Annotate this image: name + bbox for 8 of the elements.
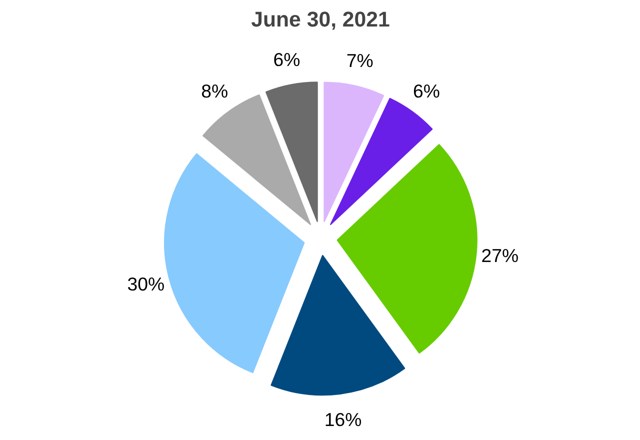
data-label: 6% xyxy=(412,80,440,102)
data-label: 6% xyxy=(273,49,300,70)
data-label: 16% xyxy=(324,408,362,430)
data-label: 8% xyxy=(201,80,228,102)
data-label: 30% xyxy=(127,273,165,294)
chart-title: June 30, 2021 xyxy=(251,8,390,32)
data-label: 27% xyxy=(481,245,519,266)
data-label: 7% xyxy=(346,50,374,72)
